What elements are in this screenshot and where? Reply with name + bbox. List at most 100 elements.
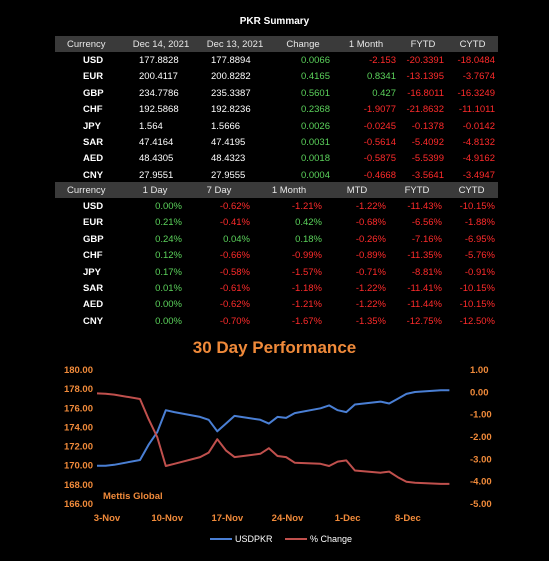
table-cell: 0.2368 [300,104,330,116]
table-row: SAR 0.01% -0.61% -1.18% -1.22% -11.41% -10.15% [55,280,498,296]
y-right-tick-label: -5.00 [470,499,492,510]
table-cell: -0.41% [219,217,250,229]
table-cell: -5.4092 [411,137,444,149]
watermark-label: Mettis Global [103,491,163,502]
table-cell: -0.89% [355,250,386,262]
table-row: EUR 0.21% -0.41% 0.42% -0.68% -6.56% -1.88% [55,215,498,231]
table-cell: -0.0245 [363,120,396,132]
table-cell: -3.7674 [462,71,495,83]
currency-code: AED [83,153,104,165]
column-header: Change [273,36,333,53]
table-cell: 0.00% [155,201,182,213]
table-cell: -0.99% [291,250,322,262]
table-cell: -13.1395 [406,71,444,83]
table-cell: 0.5601 [300,87,330,99]
chart-title: 30 Day Performance [192,338,357,357]
currency-code: GBP [83,233,104,245]
x-tick-label: 1-Dec [335,513,361,524]
table-cell: -0.26% [355,233,386,245]
performance-chart: 166.00 168.00 170.00 172.00 174.00 176.00 178.… [64,365,492,544]
y-left-tick-label: 178.00 [64,384,93,395]
column-header: 7 Day [185,182,253,199]
currency-code: USD [83,201,104,213]
currency-code: EUR [83,217,104,229]
table-cell: -6.95% [464,233,495,245]
table-cell: 0.04% [223,233,250,245]
table-cell: -1.22% [355,283,386,295]
table-cell: -5.76% [464,250,495,262]
table-cell: 27.9555 [211,169,246,181]
table-cell: -0.91% [464,266,495,278]
y-left-tick-label: 170.00 [64,461,93,472]
table-cell: -0.58% [219,266,250,278]
currency-code: SAR [83,137,104,149]
y-right-tick-label: 1.00 [470,365,489,376]
column-header: Dec 13, 2021 [197,36,273,53]
x-tick-label: 8-Dec [395,513,421,524]
table-row: CHF 192.5868 192.8236 0.2368 -1.9077 -21.8632… [55,102,498,118]
table-cell: 234.7786 [139,87,179,99]
table-cell: 0.8341 [366,71,396,83]
table-cell: 0.0031 [300,137,330,149]
table-row: GBP 0.24% 0.04% 0.18% -0.26% -7.16% -6.95% [55,231,498,247]
table-cell: 0.24% [155,233,182,245]
column-header: Dec 14, 2021 [125,36,197,53]
table-row: USD 0.00% -0.62% -1.21% -1.22% -11.43% -10.15% [55,198,498,214]
table-cell: -16.8011 [407,87,444,99]
table-cell: -2.153 [369,55,396,67]
table-cell: 48.4323 [211,153,246,165]
table-cell: -1.57% [291,266,322,278]
table-cell: -1.21% [291,299,322,311]
table-cell: -1.22% [355,201,386,213]
table-cell: -0.70% [219,315,250,327]
table-cell: 0.18% [295,233,322,245]
table-cell: -0.4668 [363,169,396,181]
table-cell: -16.3249 [457,87,495,99]
table-cell: -0.5614 [363,137,396,149]
y-right-tick-label: -1.00 [470,410,492,421]
legend-label-pct-change: % Change [310,534,352,544]
table-cell: 177.8894 [211,55,251,67]
table-cell: -11.1011 [458,104,495,116]
y-left-tick-label: 180.00 [64,365,93,376]
table-cell: -12.75% [406,315,442,327]
currency-code: CHF [83,104,103,116]
table-cell: -4.8132 [462,137,495,149]
y-right-tick-label: -3.00 [470,454,492,465]
table-cell: 200.4117 [139,71,178,83]
currency-code: GBP [83,87,104,99]
currency-code: EUR [83,71,104,83]
table-row: CNY 27.9551 27.9555 0.0004 -0.4668 -3.5641 -3.… [55,167,498,183]
y-left-tick-label: 166.00 [64,499,93,510]
table-cell: 0.0066 [300,55,330,67]
y-right-tick-label: -4.00 [470,477,492,488]
table-row: USD 177.8828 177.8894 0.0066 -2.153 -20.3391 -… [55,52,498,68]
y-left-tick-label: 172.00 [64,442,93,453]
table-cell: 0.01% [155,283,182,295]
currency-code: CNY [83,315,104,327]
table-cell: 0.0004 [300,169,330,181]
table-cell: -10.15% [459,299,495,311]
pct-change-series-line [96,392,450,485]
column-header: CYTD [447,36,498,53]
table-cell: 177.8828 [139,55,179,67]
table-cell: -3.5641 [411,169,444,181]
table-cell: -0.62% [219,299,250,311]
table-cell: -1.67% [291,315,322,327]
y-left-tick-label: 168.00 [64,480,93,491]
summary-header-row: Currency Dec 14, 2021 Dec 13, 2021 Chang… [55,36,498,53]
table-cell: 0.427 [372,87,396,99]
table-row: EUR 200.4117 200.8282 0.4165 0.8341 -13.1395 -… [55,69,498,85]
y-right-tick-label: -2.00 [470,432,492,443]
table-cell: 0.00% [155,315,182,327]
column-header: CYTD [445,182,498,199]
table-cell: -10.15% [459,283,495,295]
table-cell: -0.66% [219,250,250,262]
table-cell: -4.9162 [462,153,495,165]
table-cell: 0.21% [155,217,182,229]
table-row: AED 48.4305 48.4323 0.0018 -0.5875 -5.5399 -4.… [55,151,498,167]
table-row: JPY 1.564 1.5666 0.0026 -0.0245 -0.1378 -0.014… [55,118,498,134]
table-row: CHF 0.12% -0.66% -0.99% -0.89% -11.35% -5.76% [55,248,498,264]
table-cell: 192.5868 [139,104,179,116]
column-header: Currency [55,182,125,199]
